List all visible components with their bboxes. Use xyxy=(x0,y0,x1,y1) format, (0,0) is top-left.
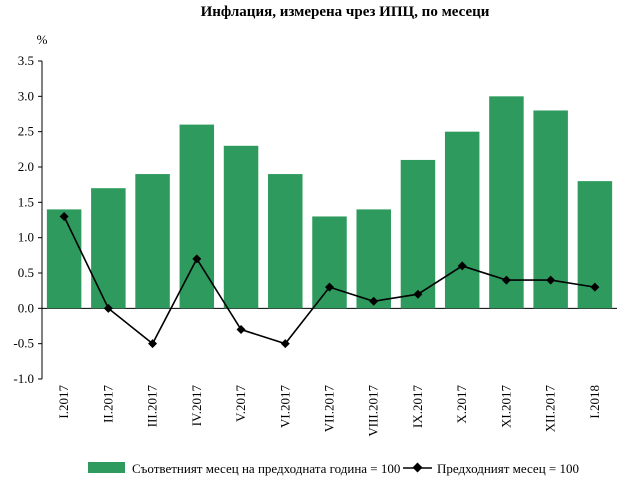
x-tick-label: IV.2017 xyxy=(189,385,204,427)
x-tick-label: V.2017 xyxy=(233,385,248,422)
x-tick-label: IX.2017 xyxy=(410,385,425,428)
bar xyxy=(312,216,347,309)
line-point xyxy=(369,296,379,306)
x-tick-label: I.2018 xyxy=(587,385,602,419)
line-point xyxy=(457,261,467,271)
line-point xyxy=(280,339,290,349)
y-axis-unit-label: % xyxy=(37,32,48,47)
line-series xyxy=(59,211,600,349)
bar-series xyxy=(46,96,613,309)
y-tick-label: 0.5 xyxy=(18,265,34,280)
x-tick-label: VII.2017 xyxy=(322,385,337,433)
y-tick-label: 3.0 xyxy=(18,88,34,103)
y-tick-label: 0.0 xyxy=(18,300,34,315)
x-tick-label: VI.2017 xyxy=(277,385,292,428)
line-point xyxy=(546,275,556,285)
x-axis-tick-labels: I.2017 II.2017 III.2017 IV.2017 V.2017 VI.201… xyxy=(56,385,602,437)
y-tick-label: 1.5 xyxy=(18,194,34,209)
line-point xyxy=(192,254,202,264)
x-tick-label: VIII.2017 xyxy=(366,385,381,437)
x-tick-label: II.2017 xyxy=(100,385,115,423)
y-tick-label: -1.0 xyxy=(13,371,34,386)
legend-bar-label: Съответният месец на предходната година … xyxy=(132,461,400,476)
line-point xyxy=(325,282,334,292)
y-tick-label: 1.0 xyxy=(18,230,34,245)
line-point xyxy=(59,211,69,221)
line-point xyxy=(103,303,113,313)
bar xyxy=(356,209,391,309)
bar xyxy=(489,96,524,309)
x-tick-label: III.2017 xyxy=(145,385,160,428)
bar xyxy=(444,131,480,309)
legend-bar-swatch xyxy=(88,462,125,473)
y-tick-label: 3.5 xyxy=(18,53,34,68)
line-point xyxy=(236,325,246,335)
x-tick-label: I.2017 xyxy=(56,385,71,419)
bar xyxy=(533,110,568,309)
x-tick-label: XII.2017 xyxy=(543,385,558,433)
y-tick-label: 2.0 xyxy=(18,159,34,174)
line-point xyxy=(501,275,511,285)
chart-title: Инфлация, измерена чрез ИПЦ, по месеци xyxy=(201,4,490,20)
y-tick-label: -0.5 xyxy=(13,336,34,351)
legend-line-label: Предходният месец = 100 xyxy=(437,461,579,476)
y-tick-label: 2.5 xyxy=(18,124,34,139)
line-point xyxy=(413,289,423,299)
axes: -1.0 -0.5 0.0 0.5 1.0 1.5 2.0 2.5 3.0 3.5 xyxy=(13,53,617,386)
legend: Съответният месец на предходната година … xyxy=(88,461,579,476)
bar xyxy=(135,174,170,309)
bar xyxy=(223,145,259,309)
legend-line-marker xyxy=(412,462,423,473)
line-point xyxy=(590,282,600,292)
bar xyxy=(46,209,82,309)
line-point xyxy=(148,339,158,349)
bar xyxy=(400,159,436,309)
bar xyxy=(268,174,303,309)
bar xyxy=(91,188,126,309)
x-tick-label: XI.2017 xyxy=(498,385,513,428)
x-tick-label: X.2017 xyxy=(454,385,469,424)
